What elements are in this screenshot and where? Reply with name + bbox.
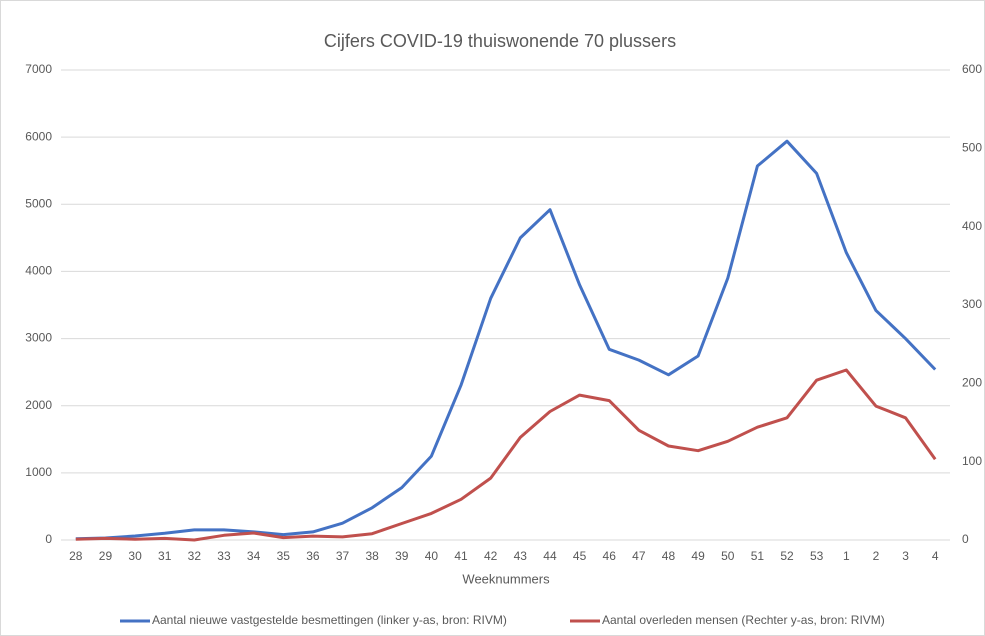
y-tick-label: 1000 — [25, 465, 52, 479]
x-tick-label: 28 — [69, 549, 83, 563]
x-tick-label: 2 — [873, 549, 880, 563]
legend-label: Aantal nieuwe vastgestelde besmettingen … — [152, 613, 507, 627]
y2-tick-label: 300 — [962, 297, 982, 311]
x-tick-label: 30 — [128, 549, 142, 563]
x-tick-label: 44 — [543, 549, 557, 563]
x-tick-label: 47 — [632, 549, 646, 563]
x-tick-label: 4 — [932, 549, 939, 563]
y2-tick-label: 200 — [962, 376, 982, 390]
x-tick-label: 49 — [691, 549, 705, 563]
y-tick-label: 6000 — [25, 129, 52, 143]
x-tick-label: 38 — [365, 549, 379, 563]
x-tick-label: 50 — [721, 549, 735, 563]
y-tick-label: 4000 — [25, 264, 52, 278]
y2-tick-label: 100 — [962, 454, 982, 468]
x-tick-label: 51 — [751, 549, 765, 563]
y2-tick-label: 500 — [962, 141, 982, 155]
x-tick-label: 32 — [188, 549, 202, 563]
x-tick-label: 46 — [603, 549, 617, 563]
x-tick-label: 41 — [454, 549, 468, 563]
y2-tick-label: 400 — [962, 219, 982, 233]
x-tick-label: 45 — [573, 549, 587, 563]
x-tick-label: 33 — [217, 549, 231, 563]
y-tick-label: 7000 — [25, 62, 52, 76]
x-tick-label: 35 — [277, 549, 291, 563]
x-tick-label: 43 — [514, 549, 528, 563]
x-axis-label: Weeknummers — [462, 571, 550, 586]
y-tick-label: 0 — [45, 532, 52, 546]
y-tick-label: 5000 — [25, 196, 52, 210]
x-tick-label: 40 — [425, 549, 439, 563]
x-tick-label: 3 — [902, 549, 909, 563]
x-tick-label: 48 — [662, 549, 676, 563]
x-tick-label: 1 — [843, 549, 850, 563]
series-line — [75, 139, 937, 541]
x-tick-label: 42 — [484, 549, 498, 563]
y-tick-label: 2000 — [25, 398, 52, 412]
y-tick-label: 3000 — [25, 331, 52, 345]
x-tick-label: 29 — [99, 549, 113, 563]
x-tick-label: 39 — [395, 549, 409, 563]
x-tick-label: 53 — [810, 549, 824, 563]
chart-title: Cijfers COVID-19 thuiswonende 70 plusser… — [324, 31, 676, 51]
x-tick-label: 52 — [780, 549, 794, 563]
y2-tick-label: 600 — [962, 62, 982, 76]
series-line — [75, 368, 937, 542]
x-tick-label: 36 — [306, 549, 320, 563]
x-tick-label: 31 — [158, 549, 172, 563]
legend-label: Aantal overleden mensen (Rechter y-as, b… — [602, 613, 885, 627]
x-tick-label: 37 — [336, 549, 350, 563]
x-tick-label: 34 — [247, 549, 261, 563]
y2-tick-label: 0 — [962, 532, 969, 546]
